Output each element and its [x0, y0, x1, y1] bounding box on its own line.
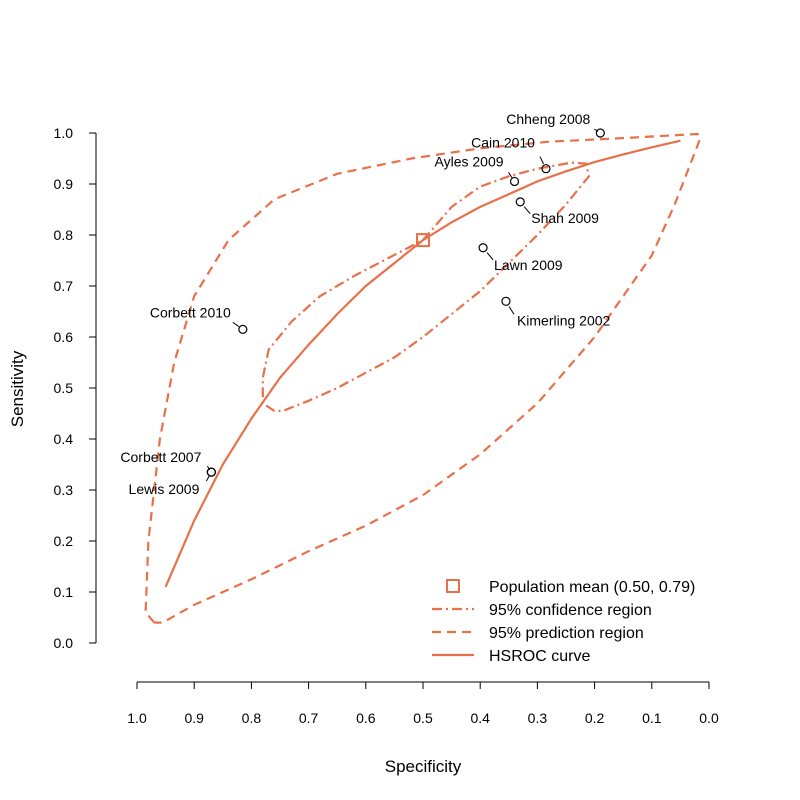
y-tick-label: 0.6: [54, 329, 74, 345]
legend-label: HSROC curve: [489, 648, 590, 665]
study-label: Corbett 2010: [150, 304, 231, 320]
legend-item-hsroc: HSROC curve: [432, 648, 590, 665]
study-point: [595, 128, 605, 138]
study-leader-line: [486, 252, 494, 261]
legend-label: Population mean (0.50, 0.79): [489, 579, 695, 596]
study-points: Chheng 2008 Cain 2010 Ayles 2009 Shah 2009 L…: [120, 111, 610, 497]
x-tick-label: 0.9: [184, 710, 204, 726]
study-label: Lewis 2009: [129, 481, 200, 497]
x-tick-label: 0.2: [585, 710, 605, 726]
study-point: [478, 243, 488, 253]
legend: Population mean (0.50, 0.79) 95% confiden…: [432, 579, 695, 665]
x-tick-label: 1.0: [127, 710, 147, 726]
x-tick-label: 0.0: [699, 710, 719, 726]
legend-swatch: [446, 579, 460, 593]
x-tick-label: 0.5: [413, 710, 433, 726]
x-tick-label: 0.8: [242, 710, 262, 726]
study-label: Corbett 2007: [120, 449, 201, 465]
study-label: Chheng 2008: [506, 111, 590, 127]
legend-item-prediction: 95% prediction region: [432, 625, 644, 642]
prediction-region: [144, 132, 702, 624]
x-tick-label: 0.6: [356, 710, 376, 726]
study-label: Shah 2009: [531, 210, 599, 226]
study-point: [515, 197, 525, 207]
y-tick-label: 0.7: [54, 278, 74, 294]
legend-label: 95% confidence region: [489, 602, 652, 619]
hsroc-curve: [164, 139, 681, 588]
study-point: [501, 296, 511, 306]
y-tick-label: 0.3: [54, 482, 74, 498]
confidence-region: [261, 161, 591, 412]
y-tick-label: 0.0: [54, 635, 74, 651]
population-mean-marker: [416, 233, 430, 248]
y-tick-label: 0.9: [54, 176, 74, 192]
x-tick-label: 0.4: [470, 710, 490, 726]
study-point: [541, 164, 551, 174]
y-tick-label: 0.4: [54, 431, 74, 447]
study-label: Ayles 2009: [435, 153, 504, 169]
study-leader-line: [539, 156, 545, 165]
x-tick-label: 0.7: [299, 710, 319, 726]
legend-label: 95% prediction region: [489, 625, 644, 642]
x-axis: 1.0 0.9 0.8 0.7 0.6 0.5 0.4 0.3 0.2 0.1 0.0: [127, 681, 719, 726]
y-tick-label: 0.2: [54, 533, 74, 549]
legend-item-mean: Population mean (0.50, 0.79): [446, 579, 695, 596]
study-label: Kimerling 2002: [517, 312, 611, 328]
study-leader-line: [232, 321, 240, 327]
legend-item-confidence: 95% confidence region: [432, 602, 652, 619]
y-tick-label: 0.1: [54, 584, 74, 600]
y-axis: 0.0 0.1 0.2 0.3 0.4 0.5 0.6 0.7 0.8 0.9 1.0: [54, 125, 97, 651]
study-leader-line: [508, 172, 513, 179]
study-leader-line: [205, 475, 210, 482]
study-point: [206, 467, 216, 477]
study-point: [238, 324, 248, 334]
y-axis-title: Sensitivity: [8, 350, 27, 427]
y-tick-label: 0.5: [54, 380, 74, 396]
y-tick-label: 1.0: [54, 125, 74, 141]
y-tick-label: 0.8: [54, 227, 74, 243]
study-label: Lawn 2009: [494, 257, 563, 273]
x-axis-title: Specificity: [385, 757, 462, 776]
study-label: Cain 2010: [471, 135, 535, 151]
x-tick-label: 0.1: [642, 710, 662, 726]
plot-series: [144, 132, 702, 624]
study-leader-line: [523, 206, 531, 215]
x-tick-label: 0.3: [528, 710, 548, 726]
study-point: [509, 176, 520, 187]
study-leader-line: [508, 306, 515, 315]
